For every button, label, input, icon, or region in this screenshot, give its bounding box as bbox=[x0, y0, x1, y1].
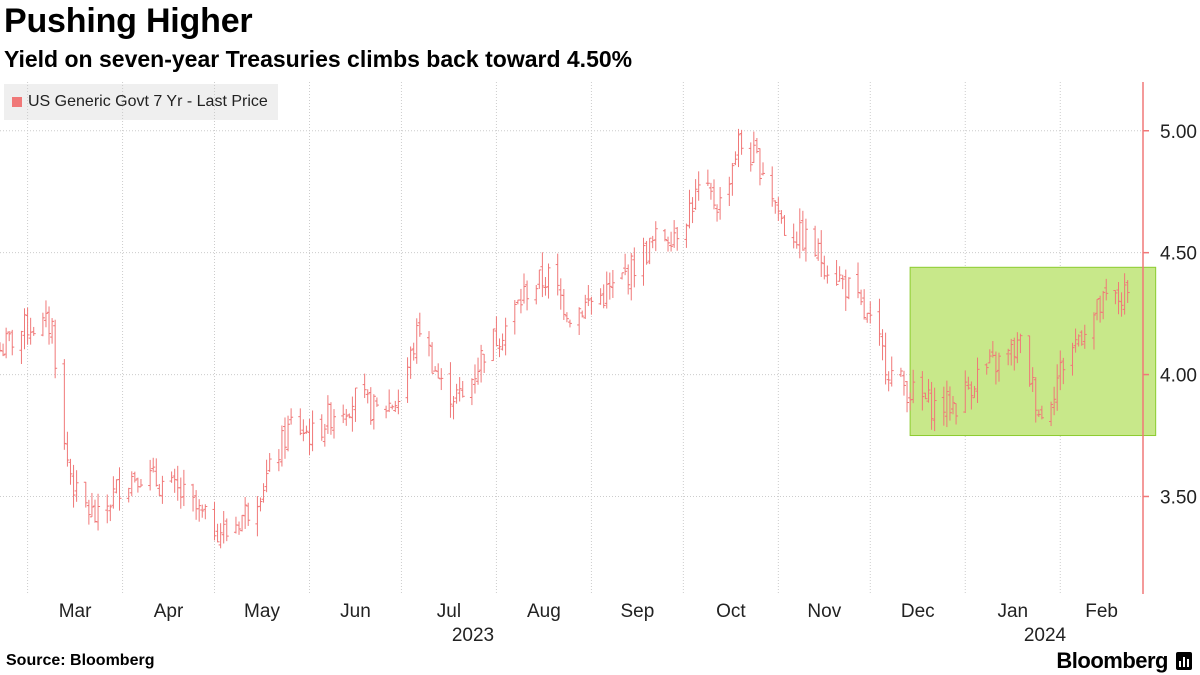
x-tick-label: Sep bbox=[620, 601, 654, 622]
x-tick-label: Mar bbox=[59, 601, 92, 622]
x-tick-label: Jun bbox=[340, 601, 371, 622]
y-tick-label: 5.00 bbox=[1160, 122, 1197, 143]
x-tick-label: Apr bbox=[154, 601, 184, 622]
source-note: Source: Bloomberg bbox=[6, 652, 155, 669]
x-tick-label: Aug bbox=[527, 601, 561, 622]
y-tick-label: 4.50 bbox=[1160, 244, 1197, 265]
highlight-box bbox=[909, 266, 1157, 437]
x-year-label: 2023 bbox=[452, 625, 494, 646]
x-tick-label: Dec bbox=[901, 601, 935, 622]
legend-swatch bbox=[12, 97, 22, 107]
x-tick-label: May bbox=[244, 601, 280, 622]
x-tick-label: Jul bbox=[437, 601, 461, 622]
brand-logo-text: Bloomberg bbox=[1056, 648, 1168, 673]
x-tick-label: Nov bbox=[807, 601, 841, 622]
chart-subtitle: Yield on seven-year Treasuries climbs ba… bbox=[4, 46, 633, 72]
bloomberg-terminal-icon bbox=[1176, 652, 1192, 670]
legend-label: US Generic Govt 7 Yr - Last Price bbox=[28, 93, 268, 110]
x-year-label: 2024 bbox=[1024, 625, 1067, 646]
chart-title: Pushing Higher bbox=[4, 2, 253, 40]
y-tick-label: 3.50 bbox=[1160, 487, 1197, 508]
x-tick-label: Jan bbox=[997, 601, 1028, 622]
y-tick-label: 4.00 bbox=[1160, 366, 1197, 387]
legend: US Generic Govt 7 Yr - Last Price bbox=[4, 84, 278, 120]
x-tick-label: Feb bbox=[1085, 601, 1118, 622]
x-tick-label: Oct bbox=[716, 601, 746, 622]
